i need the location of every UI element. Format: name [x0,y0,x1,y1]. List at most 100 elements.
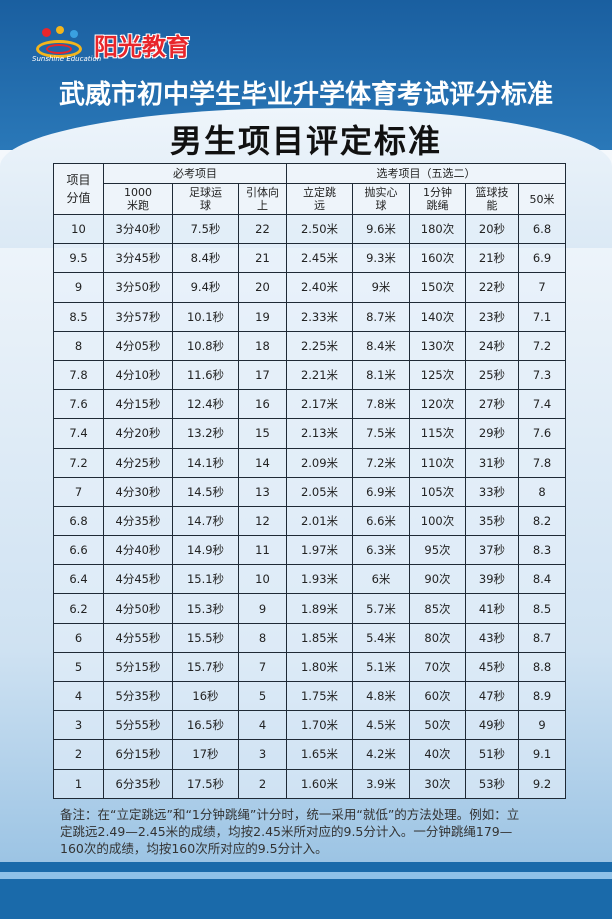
value-cell: 9.1 [518,739,566,770]
logo: 阳光教育 [30,26,190,62]
value-cell: 2.33米 [286,301,353,332]
value-cell: 19 [238,301,287,332]
column-header-label: 1000米跑 [124,186,152,212]
column-header: 篮球技能 [465,183,519,215]
value-cell: 14.1秒 [172,447,239,478]
value-cell: 6.6米 [352,505,410,537]
logo-text: 阳光教育 [94,32,190,61]
value-cell: 4分30秒 [103,476,173,507]
value-cell: 2.13米 [286,418,353,449]
table-row: 7.4 4分20秒 13.2秒 15 2.13米 7.5米 115次 29秒 7.6 [53,418,566,449]
value-cell: 9 [238,593,287,624]
value-cell: 10.1秒 [172,301,239,332]
note-text: 备注：在“立定跳远”和“1分钟跳绳”计分时，统一采用“就低”的方法处理。例如：立… [60,807,520,856]
score-cell: 5 [53,651,104,683]
value-cell: 2.05米 [286,476,353,507]
value-cell: 1.80米 [286,651,353,683]
value-cell: 5.7米 [352,593,410,624]
score-cell: 3 [53,710,104,741]
value-cell: 2.21米 [286,359,353,391]
value-cell: 14.9秒 [172,535,239,566]
value-cell: 8 [518,476,566,507]
value-cell: 1.89米 [286,593,353,624]
column-header: 1000米跑 [103,183,173,215]
value-cell: 8.9 [518,680,566,712]
value-cell: 1.97米 [286,535,353,566]
value-cell: 4分50秒 [103,593,173,624]
score-cell: 6.2 [53,593,104,624]
value-cell: 150次 [409,272,466,303]
value-cell: 7 [518,272,566,303]
score-cell: 10 [53,213,104,245]
value-cell: 125次 [409,359,466,391]
value-cell: 7.5秒 [172,213,239,245]
value-cell: 105次 [409,476,466,507]
value-cell: 9 [518,710,566,741]
value-cell: 6分15秒 [103,739,173,770]
value-cell: 9.6米 [352,213,410,245]
value-cell: 1.75米 [286,680,353,712]
value-cell: 2 [238,768,287,799]
value-cell: 7.8 [518,447,566,478]
table-row: 6.8 4分35秒 14.7秒 12 2.01米 6.6米 100次 35秒 8.2 [53,505,566,537]
column-header-label: 引体向上 [246,186,279,212]
value-cell: 7.6 [518,418,566,449]
value-cell: 8.7米 [352,301,410,332]
value-cell: 10 [238,564,287,595]
value-cell: 41秒 [465,593,519,624]
value-cell: 7 [238,651,287,683]
value-cell: 6.3米 [352,535,410,566]
footer-band [0,862,612,919]
value-cell: 17 [238,359,287,391]
value-cell: 16.5秒 [172,710,239,741]
value-cell: 15 [238,418,287,449]
value-cell: 37秒 [465,535,519,566]
optional-header: 选考项目（五选二） [286,163,566,184]
value-cell: 7.5米 [352,418,410,449]
value-cell: 21 [238,243,287,274]
column-header-label: 1分钟跳绳 [423,186,452,212]
value-cell: 130次 [409,330,466,361]
value-cell: 6.9 [518,243,566,274]
value-cell: 35秒 [465,505,519,537]
value-cell: 90次 [409,564,466,595]
value-cell: 4分15秒 [103,389,173,420]
value-cell: 8.7 [518,622,566,653]
table-row: 7.6 4分15秒 12.4秒 16 2.17米 7.8米 120次 27秒 7.4 [53,389,566,420]
value-cell: 15.1秒 [172,564,239,595]
table-row: 1 6分35秒 17.5秒 2 1.60米 3.9米 30次 53秒 9.2 [53,768,566,799]
value-cell: 4分25秒 [103,447,173,478]
value-cell: 4分05秒 [103,330,173,361]
value-cell: 4.5米 [352,710,410,741]
value-cell: 45秒 [465,651,519,683]
value-cell: 5 [238,680,287,712]
value-cell: 2.01米 [286,505,353,537]
value-cell: 9.3米 [352,243,410,274]
value-cell: 49秒 [465,710,519,741]
value-cell: 31秒 [465,447,519,478]
value-cell: 21秒 [465,243,519,274]
value-cell: 40次 [409,739,466,770]
value-cell: 4分20秒 [103,418,173,449]
column-header: 引体向上 [238,183,287,215]
table-row: 10 3分40秒 7.5秒 22 2.50米 9.6米 180次 20秒 6.8 [53,213,566,245]
value-cell: 2.50米 [286,213,353,245]
value-cell: 8.4米 [352,330,410,361]
value-cell: 8.8 [518,651,566,683]
value-cell: 14.7秒 [172,505,239,537]
value-cell: 12.4秒 [172,389,239,420]
value-cell: 47秒 [465,680,519,712]
value-cell: 6米 [352,564,410,595]
column-header-label: 立定跳远 [303,186,336,212]
value-cell: 5分15秒 [103,651,173,683]
value-cell: 14 [238,447,287,478]
score-cell: 1 [53,768,104,799]
score-cell: 4 [53,680,104,712]
value-cell: 15.5秒 [172,622,239,653]
value-cell: 8.5 [518,593,566,624]
column-header: 1分钟跳绳 [409,183,466,215]
value-cell: 85次 [409,593,466,624]
value-cell: 18 [238,330,287,361]
table-row: 7 4分30秒 14.5秒 13 2.05米 6.9米 105次 33秒 8 [53,476,566,507]
score-cell: 9 [53,272,104,303]
